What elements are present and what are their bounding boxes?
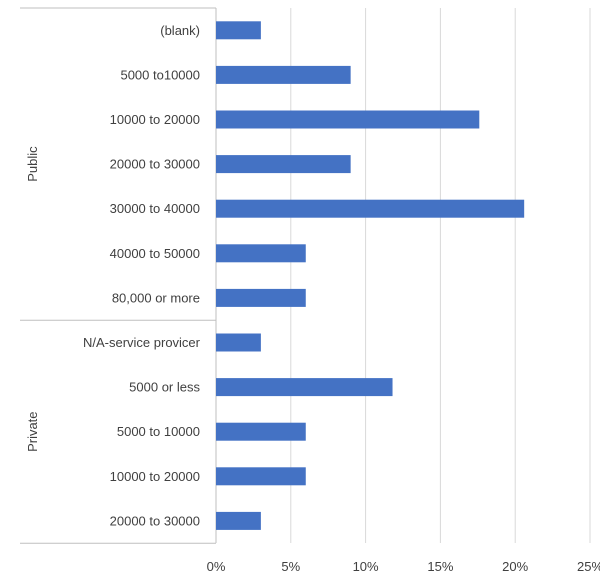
- bar: [216, 21, 261, 40]
- bar: [216, 378, 393, 397]
- group-label: Private: [25, 411, 40, 451]
- x-tick-label: 15%: [427, 559, 453, 574]
- category-label: 30000 to 40000: [110, 201, 200, 216]
- category-label: 20000 to 30000: [110, 513, 200, 528]
- x-tick-label: 10%: [353, 559, 379, 574]
- category-label: 5000 to 10000: [117, 424, 200, 439]
- category-label: 5000 to10000: [120, 67, 200, 82]
- bar: [216, 467, 306, 486]
- category-label: N/A-service provicer: [83, 335, 201, 350]
- category-label: 80,000 or more: [112, 290, 200, 305]
- bar: [216, 110, 480, 129]
- bar: [216, 65, 351, 84]
- x-tick-labels: 0% 5% 10% 15% 20% 25%: [207, 559, 600, 574]
- category-labels: (blank) 5000 to10000 10000 to 20000 20000 t…: [83, 23, 201, 529]
- category-label: 20000 to 30000: [110, 157, 200, 172]
- group-label: Public: [25, 146, 40, 182]
- category-label: (blank): [160, 23, 200, 38]
- bar: [216, 244, 306, 263]
- bar: [216, 155, 351, 174]
- x-tick-label: 20%: [502, 559, 528, 574]
- category-label: 5000 or less: [129, 380, 200, 395]
- bar: [216, 511, 261, 530]
- category-label: 10000 to 20000: [110, 469, 200, 484]
- x-tick-label: 25%: [577, 559, 600, 574]
- bars: [216, 21, 525, 530]
- bar: [216, 333, 261, 352]
- bar: [216, 199, 525, 218]
- category-label: 10000 to 20000: [110, 112, 200, 127]
- x-tick-label: 0%: [207, 559, 226, 574]
- axes: [20, 7, 217, 544]
- gridlines: [290, 8, 591, 543]
- x-tick-label: 5%: [281, 559, 300, 574]
- category-label: 40000 to 50000: [110, 246, 200, 261]
- bar: [216, 288, 306, 307]
- bar: [216, 422, 306, 441]
- group-labels: Public Private: [25, 146, 40, 452]
